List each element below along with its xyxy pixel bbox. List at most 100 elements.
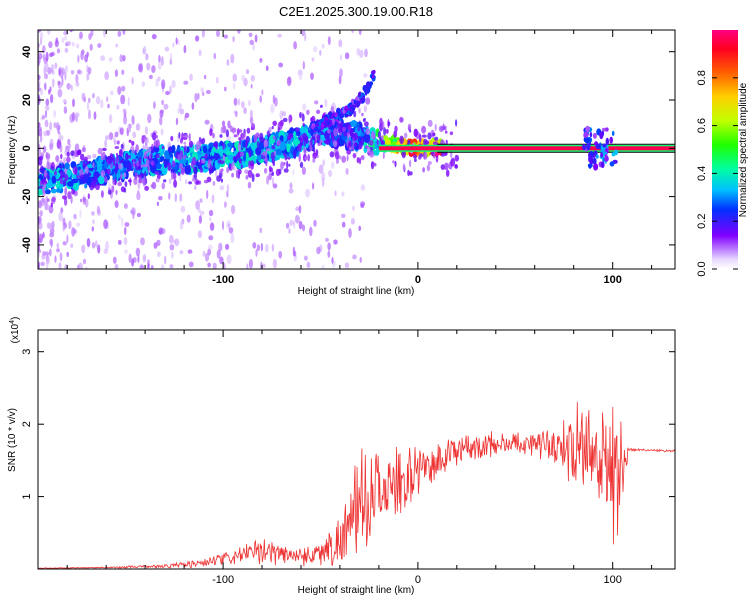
spectrum-halo-blob	[232, 161, 235, 170]
spectrum-noise-blob	[248, 258, 253, 269]
spectrum-halo-blob	[102, 147, 107, 152]
spectrum-noise-blob	[38, 52, 43, 60]
spectrum-noise-blob	[61, 36, 64, 44]
spectrum-halo-blob	[95, 183, 100, 191]
spectrum-halo-blob	[84, 165, 89, 175]
spectrum-noise-blob	[298, 220, 303, 230]
spectrum-halo-blob	[435, 155, 439, 163]
spectrum-halo-blob	[310, 137, 313, 147]
spectrum-noise-blob	[62, 241, 67, 246]
spectrum-halo-blob	[222, 142, 225, 150]
spectrogram-panel: -100 0 100 -40 -20 0 20 40 Height of straight l…	[7, 29, 676, 297]
spectrum-noise-blob	[58, 262, 62, 269]
spectrum-halo-blob	[177, 153, 183, 161]
spectrum-noise-blob	[174, 193, 177, 202]
spectrum-halo-blob	[150, 160, 155, 166]
spectrum-noise-blob	[123, 227, 127, 235]
spectrum-halo-blob	[422, 167, 425, 173]
spectrum-branch-blob	[310, 129, 314, 137]
spectrum-halo-blob	[161, 182, 166, 190]
spectrum-noise-blob	[171, 251, 174, 259]
spectrum-noise-blob	[341, 191, 345, 197]
spectrum-halo-blob	[346, 154, 349, 162]
spectrum-noise-blob	[338, 75, 342, 85]
spectrum-halo-blob	[280, 161, 284, 171]
spectrum-halo-blob	[346, 149, 352, 155]
spectrum-halo-blob	[92, 161, 95, 169]
spectrum-halo-blob	[142, 136, 147, 141]
spectrum-noise-blob	[322, 159, 325, 167]
spectrum-halo-blob	[188, 133, 191, 142]
spectrum-noise-blob	[208, 244, 213, 250]
spectrum-halo-blob	[444, 130, 448, 134]
spectrum-noise-blob	[161, 99, 164, 106]
spectrum-noise-blob	[70, 70, 75, 75]
spectrum-ridge-blob	[97, 165, 103, 172]
spectrum-noise-blob	[194, 92, 198, 103]
spectrum-noise-blob	[52, 78, 55, 88]
spectrum-noise-blob	[341, 221, 346, 228]
spectrum-halo-blob	[454, 154, 459, 162]
spectrum-halo-blob	[45, 152, 51, 160]
spectrum-halo-blob	[283, 168, 289, 173]
spectrum-noise-blob	[49, 232, 55, 238]
spectrum-halo-blob	[233, 134, 238, 138]
axis-tick-label: 1	[21, 494, 33, 500]
spectrum-halo-blob	[339, 131, 343, 136]
spectrum-noise-blob	[248, 32, 253, 37]
spectrum-noise-blob	[119, 127, 124, 136]
spectrum-noise-blob	[38, 30, 42, 33]
spectrum-noise-blob	[135, 247, 141, 257]
spectrum-noise-blob	[365, 97, 371, 105]
spectrum-noise-blob	[45, 129, 51, 136]
spectrum-noise-blob	[302, 61, 305, 70]
spectrum-noise-blob	[215, 168, 218, 178]
spectrum-halo-blob	[50, 161, 55, 171]
spectrum-halo-blob	[100, 190, 104, 198]
spectrum-halo-blob	[348, 140, 352, 148]
spectrum-noise-blob	[113, 140, 117, 145]
spectrum-noise-blob	[131, 115, 135, 126]
spectrum-noise-blob	[292, 169, 295, 175]
spectrum-noise-blob	[223, 34, 228, 39]
spectrum-noise-blob	[48, 41, 53, 49]
spectrum-noise-blob	[145, 53, 149, 61]
spectrum-halo-blob	[288, 114, 291, 124]
spectrum-halo-blob	[171, 160, 176, 168]
spectrum-noise-blob	[117, 30, 122, 37]
spectrum-halo-blob	[316, 134, 321, 142]
spectrum-halo-blob	[358, 157, 362, 165]
spectrum-halo-blob	[235, 169, 239, 179]
spectrum-late-blob	[595, 143, 601, 150]
spectrum-halo-blob	[387, 121, 391, 127]
spectrum-halo-blob	[295, 127, 300, 132]
spectrum-halo-blob	[191, 156, 197, 166]
spectrum-halo-blob	[120, 143, 124, 150]
spectrum-late-blob	[609, 136, 613, 144]
spectrum-halo-blob	[427, 161, 432, 165]
spectrum-halo-blob	[282, 152, 286, 156]
spectrum-halo-blob	[265, 148, 271, 152]
spectrum-noise-blob	[333, 239, 338, 245]
spectrum-halo-blob	[87, 193, 90, 200]
spectrum-noise-blob	[50, 239, 53, 248]
spectrum-noise-blob	[305, 188, 310, 198]
spectrum-noise-blob	[252, 43, 256, 51]
spectrum-halo-blob	[383, 127, 387, 136]
spectrum-noise-blob	[103, 30, 106, 38]
spectrum-halo-blob	[226, 167, 230, 174]
spectrum-halo-blob	[70, 150, 75, 157]
spectrum-noise-blob	[233, 97, 238, 106]
spectrum-noise-blob	[115, 43, 119, 48]
spectrum-noise-blob	[184, 179, 188, 185]
spectrogram-x-label: Height of straight line (km)	[298, 286, 415, 297]
spectrum-halo-blob	[444, 162, 449, 171]
spectrum-halo-blob	[265, 150, 268, 158]
spectrum-noise-blob	[330, 161, 335, 169]
spectrum-noise-blob	[227, 120, 231, 129]
spectrum-branch-blob	[357, 92, 362, 97]
spectrum-halo-blob	[316, 109, 321, 115]
spectrum-halo-blob	[155, 134, 159, 139]
spectrum-halo-blob	[41, 186, 46, 194]
spectrum-noise-blob	[268, 172, 272, 181]
